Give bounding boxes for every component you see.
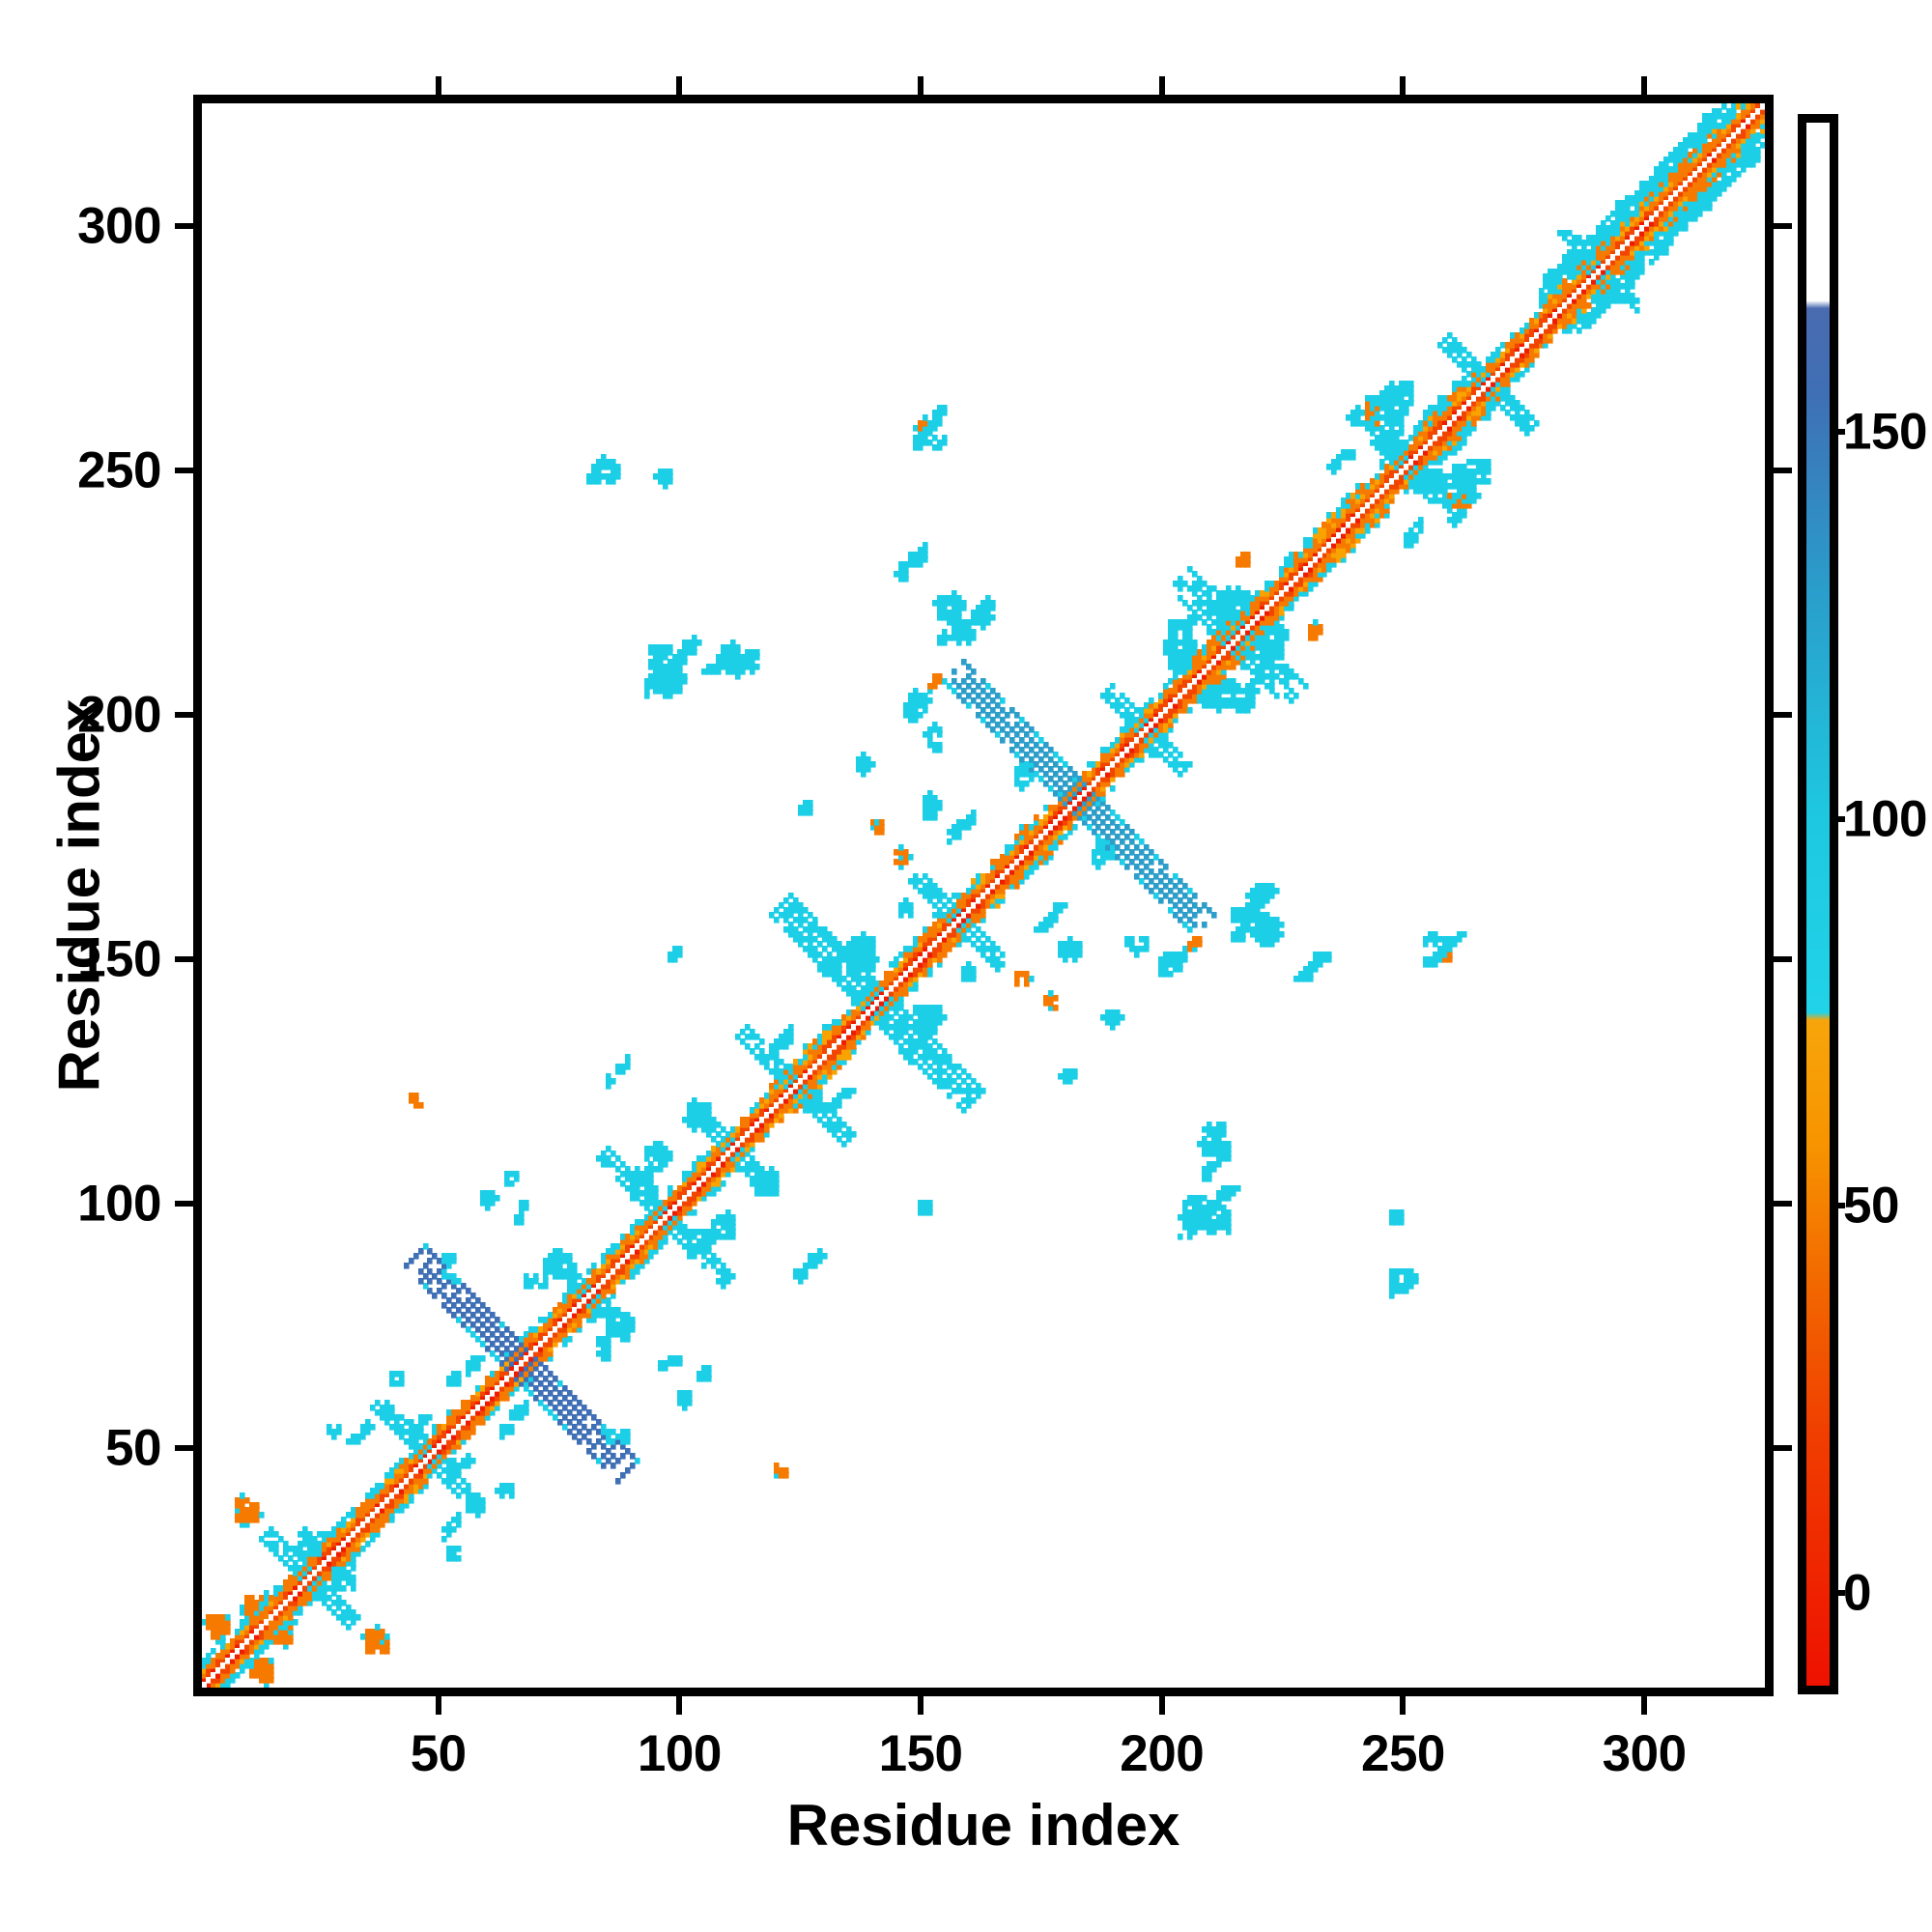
colorbar-tick-mark [1831,815,1845,822]
y-tick-label: 250 [77,441,161,499]
y-tick-mark [175,1200,193,1207]
colorbar-gradient [1806,123,1830,1686]
x-tick-label: 300 [1602,1725,1687,1782]
colorbar-tick-label: 0 [1843,1564,1871,1622]
x-tick-mark [1641,76,1648,95]
y-tick-mark [175,955,193,962]
y-tick-mark [1774,1200,1792,1207]
y-tick-mark [1774,467,1792,473]
colorbar-tick-mark [1831,429,1845,436]
x-tick-label: 100 [637,1725,722,1782]
y-tick-mark [175,711,193,718]
y-tick-label: 100 [77,1175,161,1233]
x-tick-mark [918,76,924,95]
contact-map-plot [193,95,1774,1696]
x-tick-label: 50 [410,1725,467,1782]
x-tick-mark [676,76,683,95]
y-axis-title: Residue index [46,698,112,1093]
y-tick-label: 300 [77,197,161,255]
colorbar [1798,114,1838,1694]
contact-map-heatmap [202,103,1765,1688]
x-tick-mark [435,76,441,95]
y-tick-mark [175,222,193,229]
x-tick-label: 250 [1360,1725,1445,1782]
y-tick-label: 200 [77,686,161,744]
y-tick-mark [1774,955,1792,962]
x-tick-mark [1158,1696,1165,1715]
x-tick-mark [1641,1696,1648,1715]
y-tick-mark [1774,222,1792,229]
y-tick-label: 50 [105,1419,161,1477]
x-tick-mark [1400,76,1406,95]
colorbar-tick-mark [1831,1589,1845,1596]
x-tick-label: 200 [1120,1725,1205,1782]
x-tick-mark [435,1696,441,1715]
x-tick-label: 150 [878,1725,963,1782]
x-tick-mark [1158,76,1165,95]
colorbar-tick-label: 150 [1843,403,1927,461]
colorbar-tick-mark [1831,1203,1845,1209]
colorbar-tick-label: 100 [1843,790,1927,848]
x-axis-title: Residue index [786,1793,1180,1858]
y-tick-mark [1774,1444,1792,1451]
x-tick-mark [1400,1696,1406,1715]
y-tick-mark [175,467,193,473]
y-tick-mark [1774,711,1792,718]
y-tick-mark [175,1444,193,1451]
x-tick-mark [676,1696,683,1715]
x-tick-mark [918,1696,924,1715]
y-tick-label: 150 [77,930,161,988]
colorbar-tick-label: 50 [1843,1177,1899,1235]
